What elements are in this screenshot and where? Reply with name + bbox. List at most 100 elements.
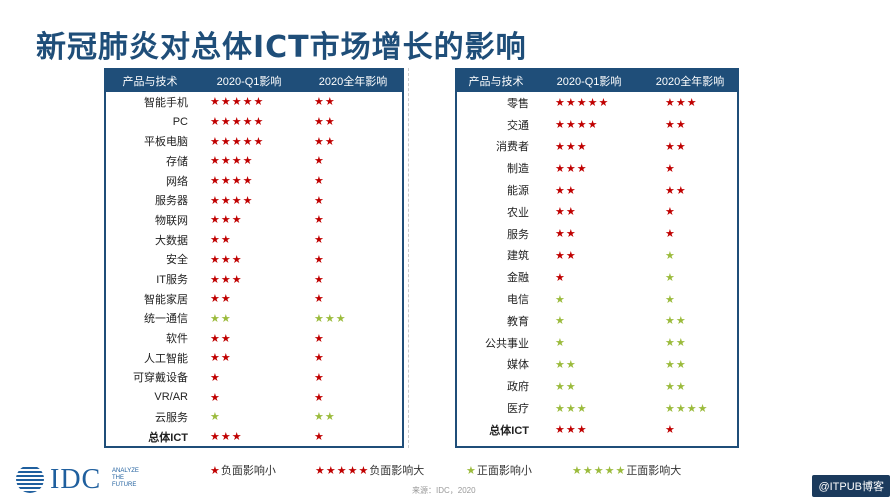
q1-stars: ★ [555,337,566,350]
year-stars: ★★ [665,140,687,153]
year-stars: ★ [665,424,676,437]
row-label: 智能家居 [144,293,188,306]
year-stars: ★★ [314,96,336,109]
q1-stars: ★★ [210,293,232,306]
table-row: IT服务 ★★★ ★ [106,269,402,289]
row-label: 制造 [507,163,529,176]
year-stars: ★ [314,175,325,188]
table-row: 存储 ★★★★ ★ [106,151,402,171]
row-label: 金融 [507,272,529,285]
legend-item: ★★★★★负面影响大 [315,462,424,478]
q1-stars: ★ [210,391,221,404]
table-row: 安全 ★★★ ★ [106,250,402,270]
q1-stars: ★★★ [555,140,588,153]
header-year: 2020全年影响 [655,76,725,88]
q1-stars: ★★ [555,249,577,262]
q1-stars: ★★ [210,332,232,345]
year-stars: ★★ [665,184,687,197]
table-row: 制造 ★★★ ★ [457,157,737,179]
row-label: 农业 [507,206,529,219]
row-label: 可穿戴设备 [133,372,188,385]
year-stars: ★ [314,431,325,444]
table-row: 媒体 ★★ ★★ [457,354,737,376]
q1-stars: ★★★★★ [210,135,265,148]
q1-stars: ★ [210,411,221,424]
year-stars: ★★ [665,315,687,328]
row-label: 物联网 [155,214,188,227]
table-row: 物联网 ★★★ ★ [106,210,402,230]
table-row: 网络 ★★★★ ★ [106,171,402,191]
table-row: VR/AR ★ ★ [106,387,402,407]
table-row: 软件 ★★ ★ [106,328,402,348]
table-row: 公共事业 ★ ★★ [457,332,737,354]
q1-stars: ★★ [555,358,577,371]
table-row: 总体ICT ★★★ ★ [457,419,737,441]
table-row: 医疗 ★★★ ★★★★ [457,397,737,419]
header-q1: 2020-Q1影响 [556,76,622,88]
q1-stars: ★★★ [210,253,243,266]
row-label: 安全 [166,254,188,267]
legend-stars: ★★★★★ [315,465,370,477]
q1-stars: ★★★★ [210,175,254,188]
q1-stars: ★★★★ [210,194,254,207]
table-row: 交通 ★★★★ ★★ [457,114,737,136]
row-label: 交通 [507,119,529,132]
q1-stars: ★★★★ [210,155,254,168]
table-row: 建筑 ★★ ★ [457,245,737,267]
table-row: 云服务 ★ ★★ [106,407,402,427]
row-label: 总体ICT [489,424,529,437]
logo-tagline: ANALYZE THE FUTURE [112,468,139,488]
row-label: 统一通信 [144,313,188,326]
year-stars: ★★ [314,116,336,129]
row-label: 网络 [166,175,188,188]
q1-stars: ★★★ [210,431,243,444]
table-row: 大数据 ★★ ★ [106,230,402,250]
q1-stars: ★★★ [210,214,243,227]
table-header: 产品与技术 2020-Q1影响 2020全年影响 [457,70,737,92]
year-stars: ★ [314,332,325,345]
year-stars: ★★★ [665,97,698,110]
source-note: 来源：IDC，2020 [412,486,476,495]
table-row: 统一通信 ★★ ★★★ [106,309,402,329]
q1-stars: ★★★ [555,402,588,415]
table-body: 零售 ★★★★★ ★★★ 交通 ★★★★ ★★ 消费者 ★★★ ★★ 制造 ★★★ ★ 能源 ★★ ★★ 农业… [457,92,737,441]
table-row: 智能家居 ★★ ★ [106,289,402,309]
legend-label: 正面影响大 [626,465,682,477]
legend-stars: ★ [210,465,221,477]
q1-stars: ★★ [210,312,232,325]
legend-label: 正面影响小 [476,465,532,477]
legend-stars: ★ [466,465,477,477]
row-label: 智能手机 [144,96,188,109]
year-stars: ★ [665,228,676,241]
table-row: 消费者 ★★★ ★★ [457,136,737,158]
q1-stars: ★ [555,293,566,306]
table-row: 农业 ★★ ★ [457,201,737,223]
table-row: 服务 ★★ ★ [457,223,737,245]
table-row: 电信 ★ ★ [457,288,737,310]
table-row: 零售 ★★★★★ ★★★ [457,92,737,114]
row-label: 零售 [507,97,529,110]
row-label: IT服务 [156,274,188,287]
table-row: 总体ICT ★★★ ★ [106,427,402,447]
row-label: 服务 [507,228,529,241]
watermark: @ITPUB博客 [812,475,890,497]
row-label: 软件 [166,333,188,346]
industry-impact-table: 产品与技术 2020-Q1影响 2020全年影响 零售 ★★★★★ ★★★ 交通 ★★★… [455,68,739,448]
legend-label: 负面影响小 [220,465,276,477]
year-stars: ★ [665,271,676,284]
row-label: 教育 [507,315,529,328]
q1-stars: ★ [555,271,566,284]
year-stars: ★ [314,352,325,365]
year-stars: ★★ [665,119,687,132]
year-stars: ★★★★ [665,402,709,415]
q1-stars: ★★ [555,380,577,393]
table-row: 教育 ★ ★★ [457,310,737,332]
page-title: 新冠肺炎对总体ICT市场增长的影响 [36,30,527,65]
year-stars: ★ [665,249,676,262]
q1-stars: ★★★ [555,424,588,437]
table-row: 金融 ★ ★ [457,266,737,288]
row-label: 人工智能 [144,352,188,365]
header-year: 2020全年影响 [318,76,388,88]
row-label: 总体ICT [148,431,188,444]
row-label: 大数据 [155,234,188,247]
